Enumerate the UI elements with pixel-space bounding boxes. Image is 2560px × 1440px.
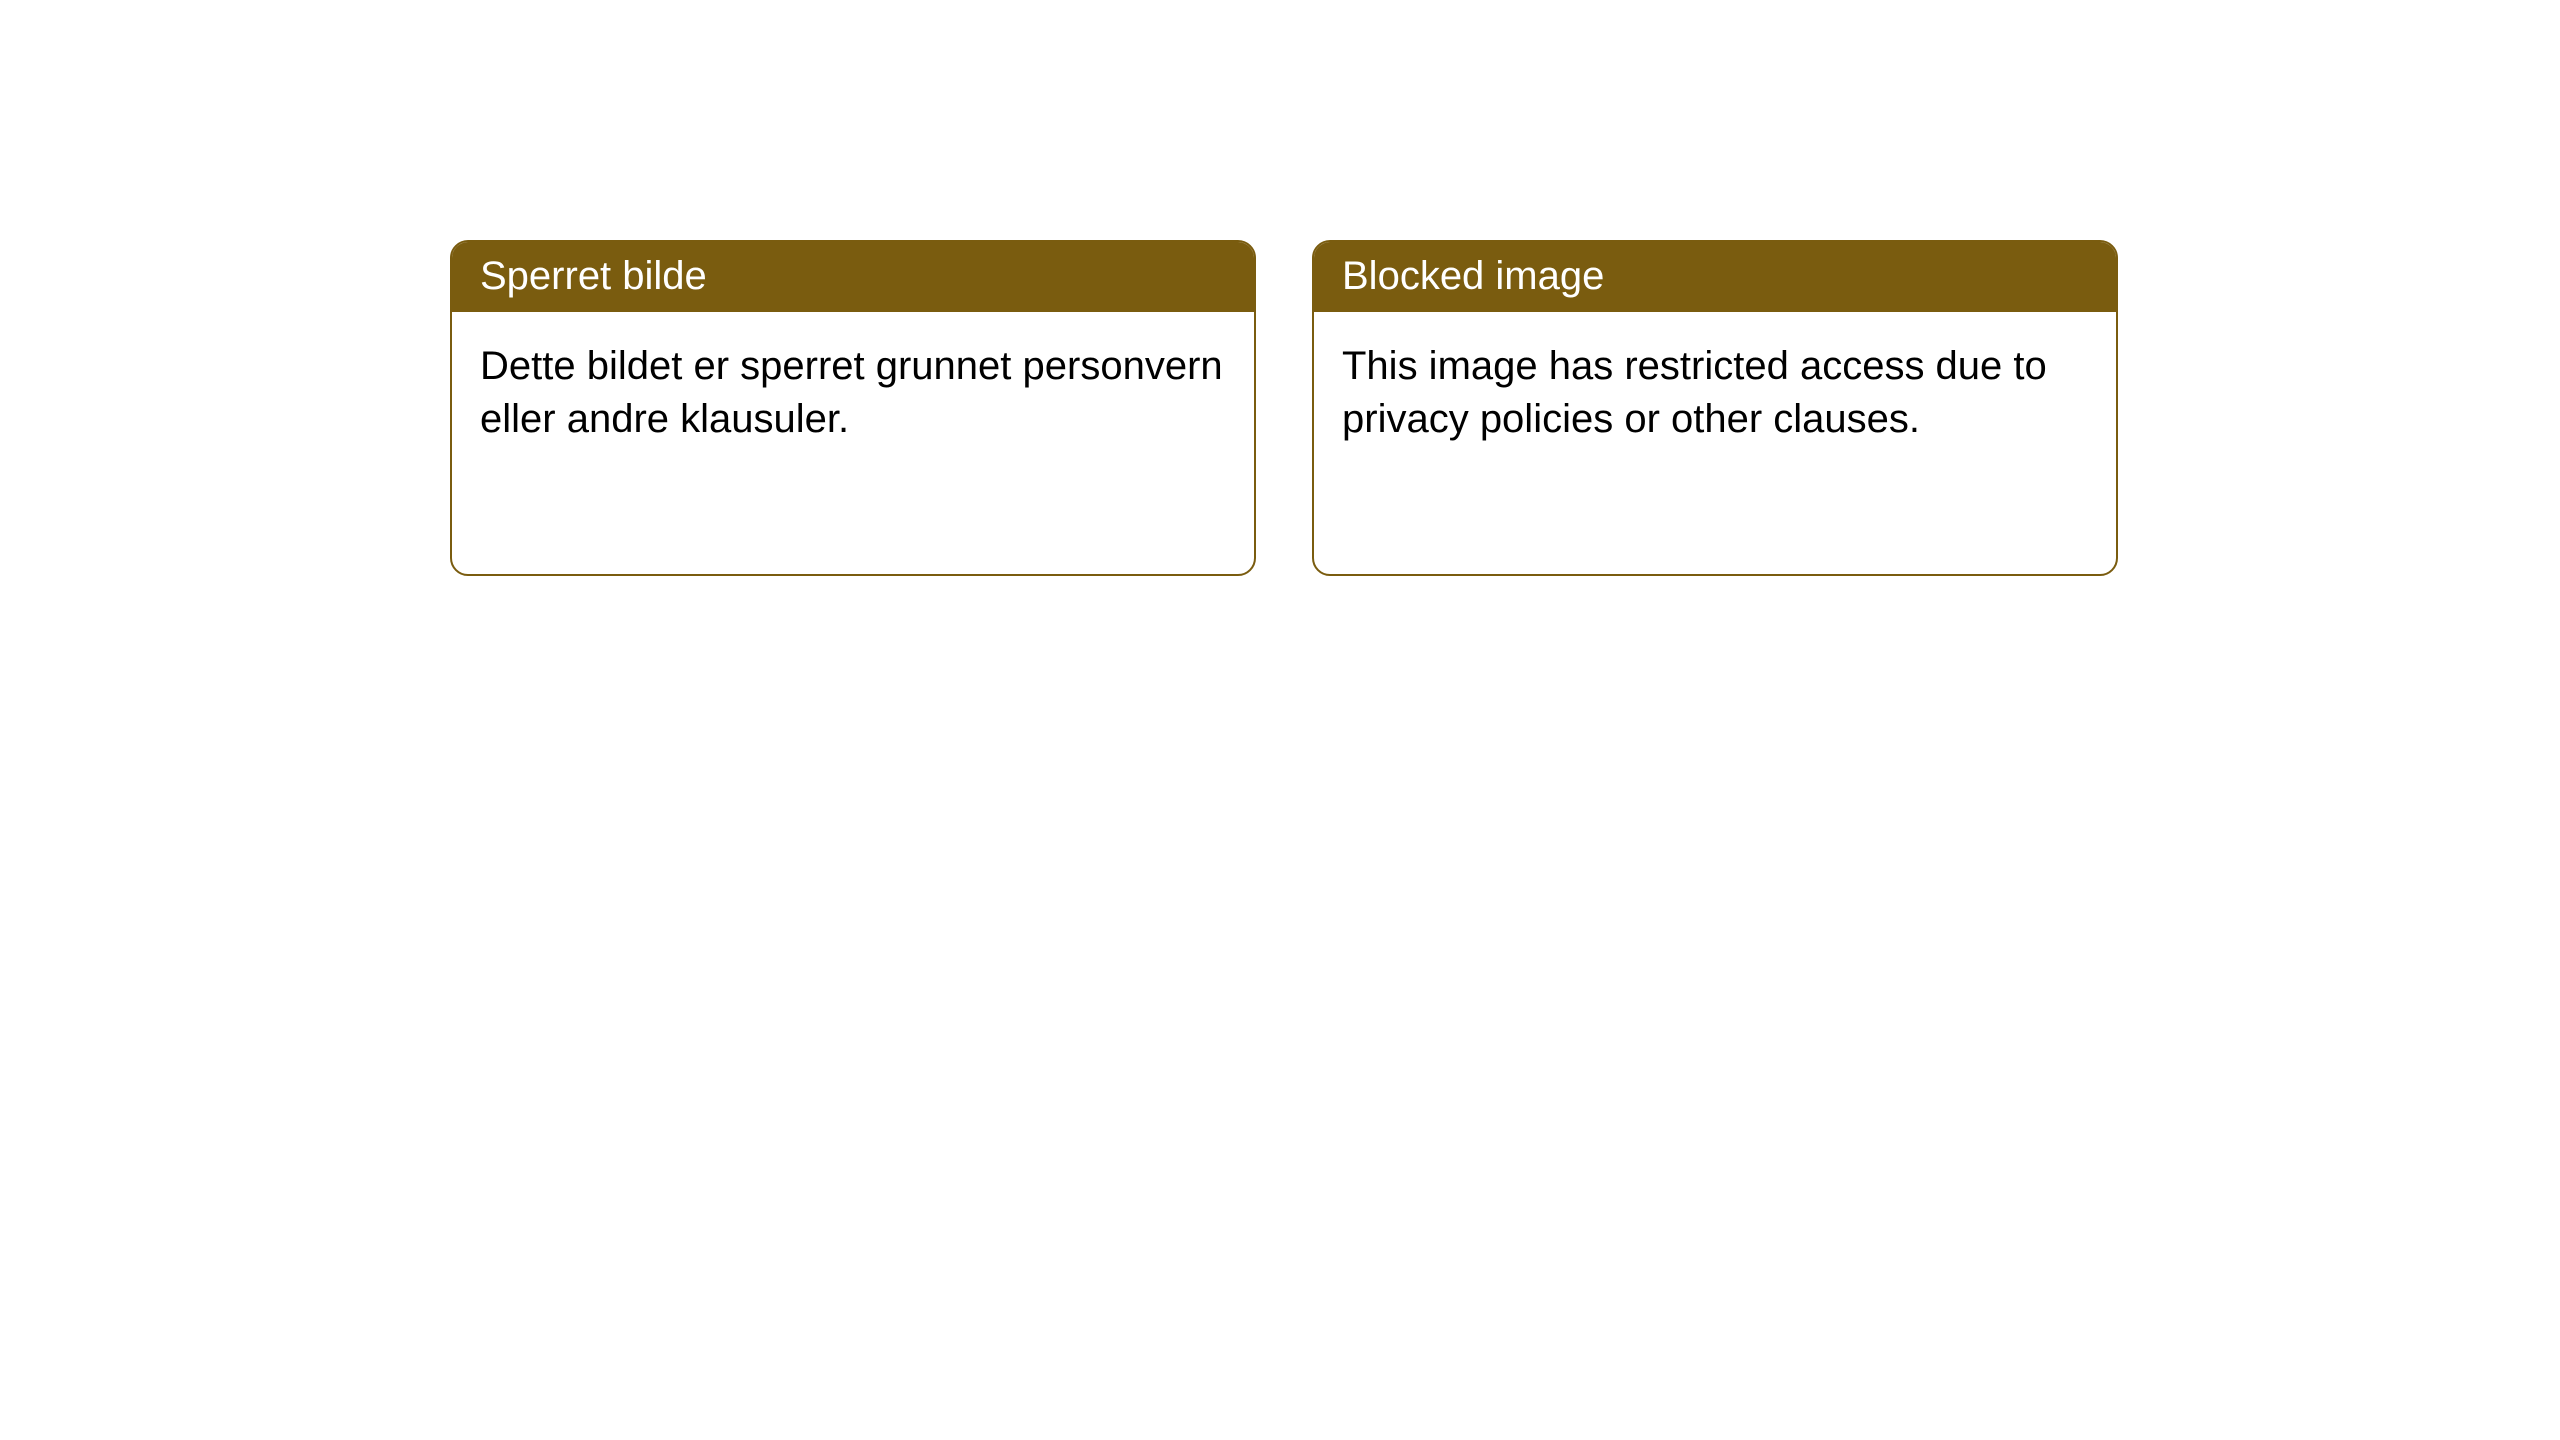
card-title: Sperret bilde (480, 254, 707, 298)
card-header: Sperret bilde (452, 242, 1254, 312)
notice-card-norwegian: Sperret bilde Dette bildet er sperret gr… (450, 240, 1256, 576)
card-body-text: Dette bildet er sperret grunnet personve… (480, 344, 1223, 441)
card-title: Blocked image (1342, 254, 1604, 298)
card-body: Dette bildet er sperret grunnet personve… (452, 312, 1254, 474)
notice-cards-container: Sperret bilde Dette bildet er sperret gr… (450, 240, 2118, 576)
card-body-text: This image has restricted access due to … (1342, 344, 2047, 441)
card-header: Blocked image (1314, 242, 2116, 312)
notice-card-english: Blocked image This image has restricted … (1312, 240, 2118, 576)
card-body: This image has restricted access due to … (1314, 312, 2116, 474)
